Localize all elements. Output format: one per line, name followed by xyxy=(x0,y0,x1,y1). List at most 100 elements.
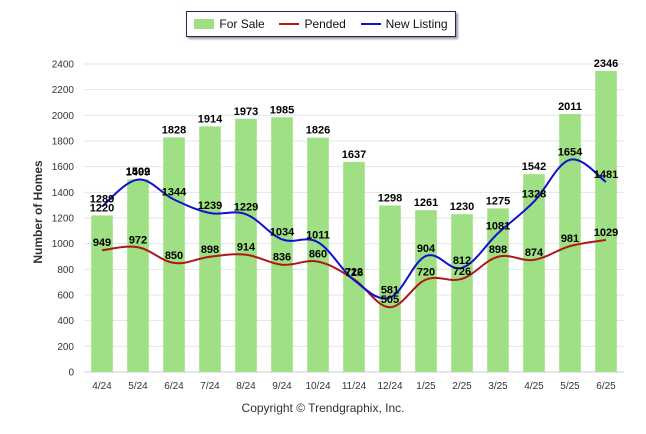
data-label-new-listing: 1239 xyxy=(198,200,222,212)
data-label-new-listing: 1229 xyxy=(234,201,258,213)
x-tick-label: 10/24 xyxy=(305,381,330,392)
bar-for-sale xyxy=(559,113,581,373)
legend: For Sale Pended New Listing xyxy=(186,11,456,37)
data-label-new-listing: 1081 xyxy=(486,220,510,232)
data-label-new-listing: 1011 xyxy=(306,229,330,241)
bar-for-sale xyxy=(199,126,221,373)
x-tick-label: 6/25 xyxy=(596,381,616,392)
data-label-pended: 720 xyxy=(417,267,435,279)
data-label-for-sale: 1502 xyxy=(126,166,150,178)
x-tick-label: 5/24 xyxy=(128,381,148,392)
y-tick-label: 0 xyxy=(68,368,74,379)
data-labels: 1220 1502 1828 1914 1973 1985 1826 1637 1298 1261… xyxy=(90,58,618,306)
bar-for-sale xyxy=(343,161,365,372)
bar-for-sale xyxy=(235,118,257,372)
bar-for-sale xyxy=(523,174,545,372)
data-label-for-sale: 1985 xyxy=(270,104,294,116)
data-label-pended: 722 xyxy=(345,266,363,278)
bar-for-sale xyxy=(487,208,509,372)
legend-label-pended: Pended xyxy=(304,17,346,31)
data-label-new-listing: 1344 xyxy=(162,187,187,199)
legend-item-pended: Pended xyxy=(279,17,346,31)
y-tick-label: 1400 xyxy=(52,188,75,199)
bar-for-sale xyxy=(127,179,149,372)
data-label-new-listing: 1034 xyxy=(270,226,295,238)
data-label-new-listing: 1499 xyxy=(126,167,150,179)
y-tick-label: 1200 xyxy=(52,214,75,225)
data-label-pended: 874 xyxy=(525,247,544,259)
x-axis-ticks: 4/24 5/24 6/24 7/24 8/24 9/24 10/24 11/24 12/24 1… xyxy=(92,381,616,392)
legend-item-for-sale: For Sale xyxy=(194,17,265,31)
data-label-pended: 914 xyxy=(237,242,256,254)
bar-for-sale xyxy=(415,210,437,372)
x-tick-label: 4/25 xyxy=(524,381,544,392)
y-tick-label: 400 xyxy=(57,316,74,327)
legend-swatch-new-listing xyxy=(360,23,381,25)
bar-for-sale xyxy=(379,205,401,372)
data-label-pended: 860 xyxy=(309,249,327,261)
x-tick-label: 8/24 xyxy=(236,381,256,392)
data-label-new-listing: 1289 xyxy=(90,194,114,206)
bar-for-sale xyxy=(271,117,293,372)
bar-for-sale xyxy=(595,70,617,373)
y-tick-label: 1000 xyxy=(52,239,75,250)
legend-swatch-pended xyxy=(279,23,300,25)
data-label-pended: 505 xyxy=(381,294,399,306)
data-label-new-listing: 812 xyxy=(453,255,471,267)
x-tick-label: 7/24 xyxy=(200,381,220,392)
legend-label-for-sale: For Sale xyxy=(219,17,265,31)
data-label-pended: 972 xyxy=(129,234,147,246)
y-axis-label: Number of Homes xyxy=(31,160,45,264)
data-label-new-listing: 1481 xyxy=(594,169,618,181)
data-label-for-sale: 1973 xyxy=(234,106,258,118)
data-label-for-sale: 1298 xyxy=(378,192,402,204)
data-label-pended: 949 xyxy=(93,237,111,249)
bar-for-sale xyxy=(91,215,113,372)
data-label-pended: 850 xyxy=(165,250,183,262)
y-axis-ticks: 0 200 400 600 800 1000 1200 1400 1600 1800 2000 220… xyxy=(52,60,75,379)
data-label-new-listing: 1654 xyxy=(558,147,583,159)
x-tick-label: 4/24 xyxy=(92,381,112,392)
y-tick-label: 2400 xyxy=(52,60,75,71)
x-tick-label: 2/25 xyxy=(452,381,472,392)
data-label-for-sale: 1220 xyxy=(90,202,114,214)
data-label-new-listing: 904 xyxy=(417,243,436,255)
data-label-pended: 836 xyxy=(273,252,291,264)
y-tick-label: 1600 xyxy=(52,162,75,173)
legend-item-new-listing: New Listing xyxy=(360,17,448,31)
y-tick-label: 200 xyxy=(57,342,74,353)
data-label-pended: 981 xyxy=(561,233,579,245)
y-tick-label: 800 xyxy=(57,265,74,276)
data-label-for-sale: 1637 xyxy=(342,149,366,161)
data-label-pended: 898 xyxy=(489,244,507,256)
data-label-pended: 898 xyxy=(201,244,219,256)
data-label-new-listing: 1328 xyxy=(522,189,546,201)
data-label-for-sale: 1826 xyxy=(306,125,330,137)
data-label-for-sale: 1275 xyxy=(486,195,510,207)
data-label-for-sale: 1230 xyxy=(450,201,474,213)
data-label-for-sale: 1542 xyxy=(522,161,546,173)
x-tick-label: 9/24 xyxy=(272,381,292,392)
data-label-new-listing: 581 xyxy=(381,284,399,296)
data-label-pended: 1029 xyxy=(594,227,618,239)
x-tick-label: 6/24 xyxy=(164,381,184,392)
data-label-for-sale: 1261 xyxy=(414,197,438,209)
data-label-pended: 726 xyxy=(453,266,471,278)
y-tick-label: 1800 xyxy=(52,137,75,148)
bar-for-sale xyxy=(451,214,473,372)
data-label-for-sale: 2011 xyxy=(558,101,582,113)
y-tick-label: 600 xyxy=(57,291,74,302)
x-tick-label: 11/24 xyxy=(342,381,367,392)
bar-series xyxy=(91,70,617,373)
data-label-for-sale: 1828 xyxy=(162,124,186,136)
legend-label-new-listing: New Listing xyxy=(385,17,448,31)
x-tick-label: 5/25 xyxy=(560,381,580,392)
line-series xyxy=(101,158,607,309)
bar-for-sale xyxy=(307,137,329,372)
x-tick-label: 12/24 xyxy=(377,381,402,392)
data-label-new-listing: 716 xyxy=(345,267,363,279)
legend-swatch-for-sale xyxy=(194,19,215,29)
x-tick-label: 3/25 xyxy=(488,381,508,392)
line-new-listing xyxy=(101,158,607,300)
